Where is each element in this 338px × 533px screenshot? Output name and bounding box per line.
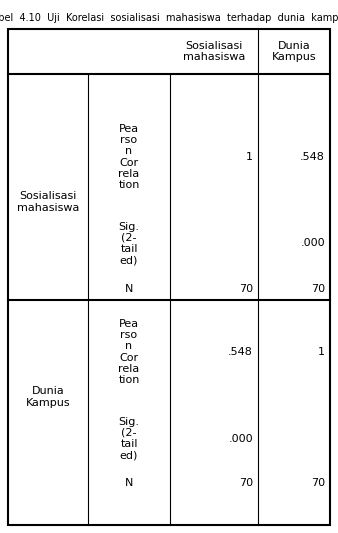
Text: N: N	[125, 479, 133, 489]
Text: 70: 70	[311, 479, 325, 489]
Text: .548: .548	[300, 152, 325, 162]
Text: Sosialisasi
mahasiswa: Sosialisasi mahasiswa	[17, 191, 79, 213]
Text: 70: 70	[239, 284, 253, 294]
Text: Sosialisasi
mahasiswa: Sosialisasi mahasiswa	[183, 41, 245, 62]
Text: 70: 70	[239, 479, 253, 489]
Text: Dunia
Kampus: Dunia Kampus	[26, 386, 70, 408]
Text: Dunia
Kampus: Dunia Kampus	[272, 41, 316, 62]
Text: .000: .000	[228, 433, 253, 443]
Text: 1: 1	[318, 347, 325, 357]
Text: Tabel  4.10  Uji  Korelasi  sosialisasi  mahasiswa  terhadap  dunia  kampus: Tabel 4.10 Uji Korelasi sosialisasi maha…	[0, 13, 338, 23]
Text: N: N	[125, 284, 133, 294]
Text: 1: 1	[246, 152, 253, 162]
Text: Sig.
(2-
tail
ed): Sig. (2- tail ed)	[119, 417, 140, 461]
Text: .548: .548	[228, 347, 253, 357]
Text: .000: .000	[300, 238, 325, 248]
Text: Pea
rso
n
Cor
rela
tion: Pea rso n Cor rela tion	[118, 124, 140, 190]
Text: Sig.
(2-
tail
ed): Sig. (2- tail ed)	[119, 222, 140, 265]
Text: Pea
rso
n
Cor
rela
tion: Pea rso n Cor rela tion	[118, 319, 140, 385]
Text: 70: 70	[311, 284, 325, 294]
